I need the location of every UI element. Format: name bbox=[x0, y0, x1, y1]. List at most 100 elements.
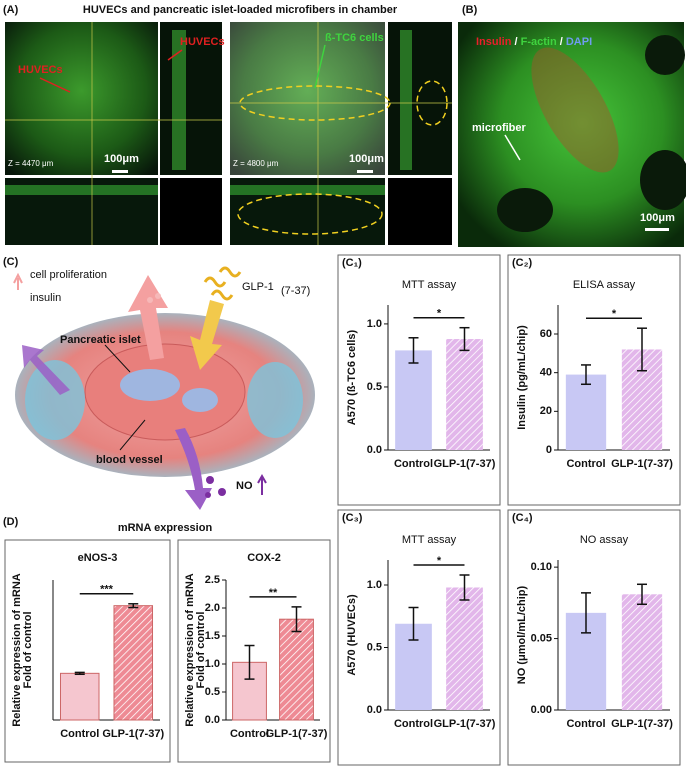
pointer bbox=[314, 44, 326, 89]
y-tick-label: 0.5 bbox=[367, 641, 382, 653]
legend-item: insulin bbox=[30, 292, 61, 304]
vessel-cells bbox=[25, 360, 85, 440]
y-tick-label: 20 bbox=[540, 405, 552, 417]
stain-name: Insulin bbox=[476, 36, 512, 48]
label: NO bbox=[236, 480, 253, 492]
no-dot bbox=[218, 488, 226, 496]
stain-name: F-actin bbox=[521, 36, 557, 48]
y-axis-label: Relative expression of mRNA bbox=[11, 573, 23, 726]
y-tick-label: 0.0 bbox=[367, 704, 382, 716]
blank bbox=[160, 178, 222, 245]
micrograph bbox=[230, 22, 385, 175]
chart-title: ELISA assay bbox=[573, 279, 636, 291]
micrograph-side bbox=[388, 22, 452, 175]
panel-label: (A) bbox=[3, 4, 19, 16]
void bbox=[640, 150, 686, 210]
void bbox=[645, 35, 685, 75]
scale-label: 100μm bbox=[640, 212, 675, 224]
label: (7-37) bbox=[281, 285, 310, 297]
y-axis-label: Fold of control bbox=[22, 612, 34, 689]
y-tick-label: 2.0 bbox=[205, 602, 220, 614]
panel-label: (C₃) bbox=[342, 512, 363, 524]
y-tick-label: 40 bbox=[540, 367, 552, 379]
pointer bbox=[39, 77, 71, 93]
y-tick-label: 1.5 bbox=[205, 630, 220, 642]
significance: * bbox=[437, 555, 442, 567]
cell bbox=[182, 388, 218, 412]
chart-title: MTT assay bbox=[402, 279, 457, 291]
x-tick-label: GLP-1(7-37) bbox=[611, 718, 673, 730]
y-tick-label: 0.5 bbox=[205, 686, 220, 698]
bar bbox=[279, 618, 314, 721]
fiber bbox=[400, 30, 412, 170]
chart-title: COX-2 bbox=[247, 552, 281, 564]
x-tick-label: GLP-1(7-37) bbox=[611, 458, 673, 470]
panel-title: HUVECs and pancreatic islet-loaded micro… bbox=[83, 4, 398, 16]
y-axis-label: Relative expression of mRNA bbox=[184, 573, 196, 726]
y-tick-label: 0.0 bbox=[205, 714, 220, 726]
y-tick-label: 0.00 bbox=[531, 704, 552, 716]
x-tick-label: GLP-1(7-37) bbox=[266, 728, 328, 740]
blank bbox=[388, 178, 452, 245]
void bbox=[497, 188, 553, 232]
x-tick-label: Control bbox=[566, 458, 605, 470]
y-tick-label: 1.0 bbox=[205, 658, 220, 670]
y-tick-label: 0.10 bbox=[531, 561, 552, 573]
y-axis-label: A570 (HUVECs) bbox=[346, 594, 358, 676]
annotation: microfiber bbox=[472, 122, 527, 134]
annotation: HUVECs bbox=[180, 36, 225, 48]
x-tick-label: Control bbox=[394, 458, 433, 470]
label: GLP-1 bbox=[242, 281, 274, 293]
panel-label: (C₁) bbox=[342, 257, 362, 269]
legend-arrow bbox=[13, 272, 23, 290]
y-axis-label: Insulin (pg/mL/chip) bbox=[516, 325, 528, 430]
scale-bar bbox=[112, 170, 128, 173]
y-tick-label: 2.5 bbox=[205, 574, 220, 586]
arrow-left bbox=[22, 345, 70, 395]
highlight bbox=[416, 80, 448, 126]
annotation: ß-TC6 cells bbox=[325, 32, 384, 44]
legend-item: cell proliferation bbox=[30, 269, 107, 281]
micrograph bbox=[5, 22, 158, 175]
y-tick-label: 1.0 bbox=[367, 579, 382, 591]
panel-label: (C) bbox=[3, 256, 19, 268]
pointer bbox=[504, 134, 521, 161]
annotation: HUVECs bbox=[18, 64, 63, 76]
y-tick-label: 0.05 bbox=[531, 632, 552, 644]
no-dot bbox=[206, 476, 214, 484]
scale-bar bbox=[645, 228, 669, 231]
significance: ** bbox=[269, 587, 278, 599]
fiber bbox=[230, 185, 385, 195]
x-tick-label: Control bbox=[60, 728, 99, 740]
chart-title: MTT assay bbox=[402, 534, 457, 546]
y-axis-label: Fold of control bbox=[195, 612, 207, 689]
bar bbox=[446, 587, 483, 710]
stain-name: / bbox=[557, 36, 566, 48]
significance: * bbox=[437, 308, 442, 320]
pointer bbox=[119, 419, 146, 451]
highlight bbox=[237, 193, 383, 235]
y-tick-label: 0 bbox=[546, 444, 552, 456]
cell bbox=[120, 369, 180, 401]
bar bbox=[59, 672, 100, 721]
stain-name: / bbox=[511, 36, 520, 48]
no-dot bbox=[205, 492, 211, 498]
arrow-down bbox=[190, 300, 224, 370]
label: Pancreatic islet bbox=[60, 334, 141, 346]
label: blood vessel bbox=[96, 454, 163, 466]
legend-dot bbox=[147, 297, 153, 303]
panel-label: (D) bbox=[3, 516, 19, 528]
y-axis-label: NO (μmol/mL/chip) bbox=[516, 585, 528, 684]
x-tick-label: Control bbox=[230, 728, 269, 740]
fiber bbox=[5, 185, 158, 195]
scale-label: 100μm bbox=[349, 153, 384, 165]
x-tick-label: GLP-1(7-37) bbox=[434, 458, 496, 470]
x-tick-label: GLP-1(7-37) bbox=[434, 718, 496, 730]
y-tick-label: 0.0 bbox=[367, 444, 382, 456]
scale-bar bbox=[357, 170, 373, 173]
bar bbox=[565, 374, 607, 450]
stain-name: DAPI bbox=[566, 36, 592, 48]
panel-label: (B) bbox=[462, 4, 478, 16]
micrograph-side bbox=[160, 22, 222, 175]
x-tick-label: Control bbox=[566, 718, 605, 730]
